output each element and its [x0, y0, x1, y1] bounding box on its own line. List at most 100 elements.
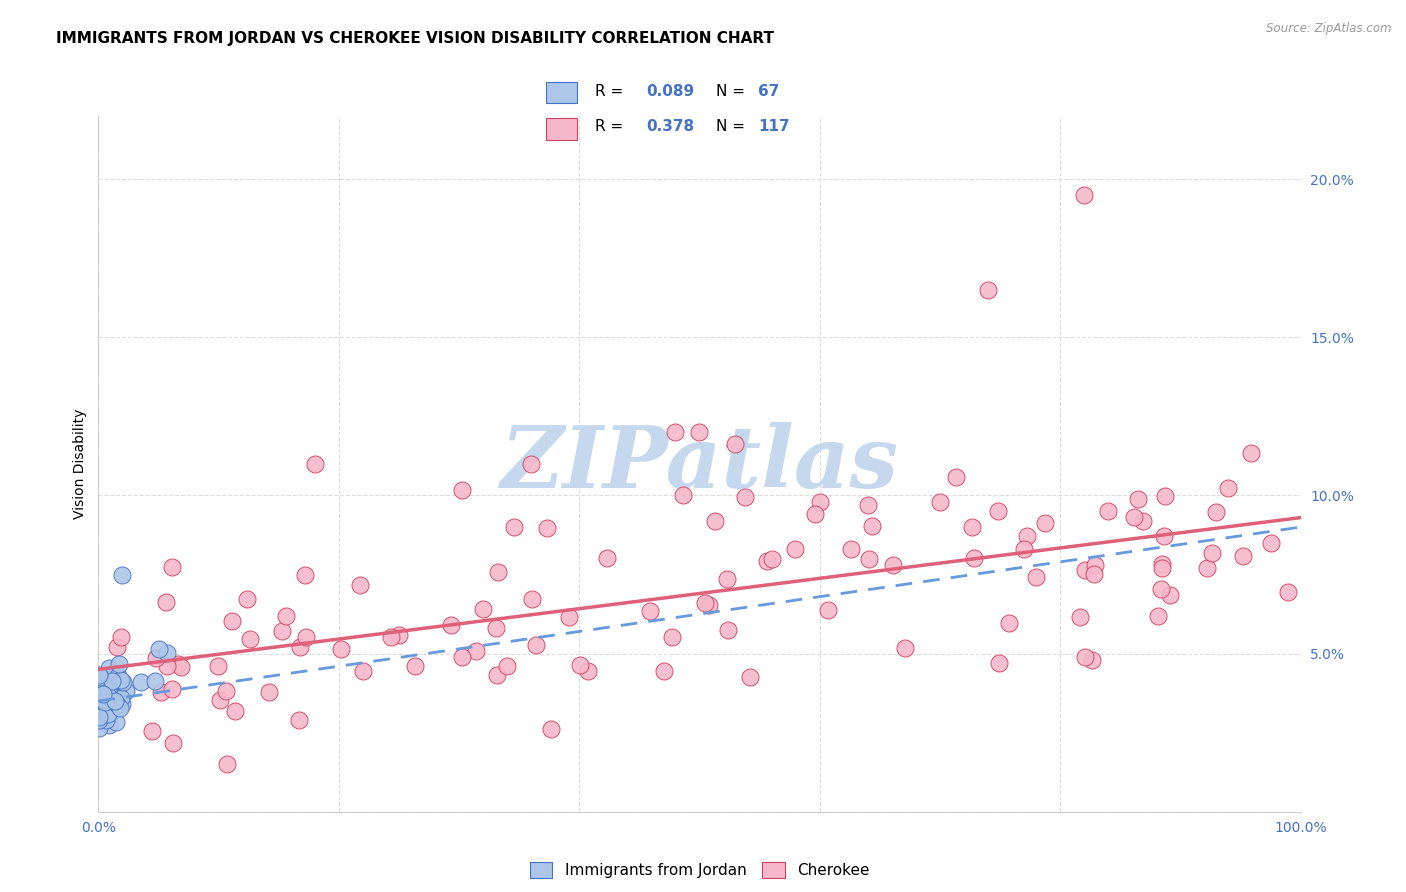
- Point: [214, 683, 236, 698]
- Point: [259, 684, 281, 698]
- Point: [486, 565, 509, 579]
- Point: [101, 688, 124, 702]
- Point: [638, 604, 661, 618]
- Point: [1240, 446, 1263, 460]
- Point: [110, 630, 132, 644]
- Point: [236, 591, 259, 606]
- Point: [148, 642, 170, 657]
- Point: [987, 656, 1010, 670]
- Point: [100, 705, 122, 719]
- Point: [1080, 653, 1102, 667]
- Point: [380, 630, 402, 644]
- Point: [1154, 489, 1177, 503]
- Point: [90, 714, 112, 728]
- Point: [1069, 610, 1091, 624]
- Point: [664, 425, 686, 440]
- Point: [856, 498, 879, 512]
- Point: [156, 658, 179, 673]
- Legend: Immigrants from Jordan, Cherokee: Immigrants from Jordan, Cherokee: [523, 856, 876, 884]
- Point: [91, 696, 114, 710]
- Point: [1083, 566, 1105, 581]
- Point: [294, 568, 316, 582]
- FancyBboxPatch shape: [547, 82, 576, 103]
- Point: [97, 682, 120, 697]
- Point: [89, 673, 111, 688]
- Point: [1132, 514, 1154, 528]
- Point: [596, 550, 619, 565]
- Point: [224, 704, 246, 718]
- Point: [1015, 529, 1038, 543]
- Point: [960, 520, 983, 534]
- Y-axis label: Vision Disability: Vision Disability: [73, 409, 87, 519]
- Point: [96, 676, 118, 690]
- Point: [1073, 649, 1095, 664]
- Point: [150, 685, 173, 699]
- Point: [672, 488, 695, 502]
- Point: [962, 551, 984, 566]
- Point: [129, 674, 152, 689]
- Point: [156, 646, 179, 660]
- Point: [783, 542, 806, 557]
- Point: [90, 683, 112, 698]
- Point: [1153, 529, 1175, 543]
- Text: 0.089: 0.089: [647, 85, 695, 99]
- FancyBboxPatch shape: [547, 119, 576, 140]
- Point: [104, 693, 127, 707]
- Point: [110, 697, 132, 711]
- Point: [388, 628, 411, 642]
- Point: [108, 657, 131, 671]
- Point: [450, 649, 472, 664]
- Point: [89, 685, 111, 699]
- Point: [87, 722, 110, 736]
- Point: [89, 670, 111, 684]
- Point: [90, 671, 112, 685]
- Point: [1073, 188, 1095, 202]
- Point: [97, 689, 120, 703]
- Text: 67: 67: [758, 85, 779, 99]
- Point: [1150, 582, 1173, 596]
- Point: [143, 674, 166, 689]
- Point: [155, 594, 177, 608]
- Point: [97, 718, 120, 732]
- Point: [451, 483, 474, 497]
- Point: [716, 572, 738, 586]
- Point: [105, 698, 128, 712]
- Point: [100, 705, 122, 719]
- Text: Source: ZipAtlas.com: Source: ZipAtlas.com: [1267, 22, 1392, 36]
- Point: [689, 425, 711, 440]
- Point: [524, 638, 547, 652]
- Text: N =: N =: [716, 120, 749, 134]
- Point: [162, 560, 184, 574]
- Point: [108, 701, 131, 715]
- Point: [1084, 558, 1107, 573]
- Point: [94, 696, 117, 710]
- Point: [1152, 561, 1174, 575]
- Point: [105, 714, 128, 729]
- Point: [928, 495, 950, 509]
- Point: [652, 664, 675, 678]
- Point: [987, 504, 1010, 518]
- Point: [98, 661, 121, 675]
- Point: [1123, 510, 1146, 524]
- Point: [91, 688, 114, 702]
- Point: [304, 457, 326, 471]
- Point: [94, 713, 117, 727]
- Point: [349, 578, 371, 592]
- Point: [1216, 481, 1239, 495]
- Point: [1025, 570, 1047, 584]
- Point: [207, 659, 229, 673]
- Point: [97, 681, 120, 695]
- Point: [860, 519, 883, 533]
- Point: [89, 709, 111, 723]
- Point: [804, 507, 827, 521]
- Point: [101, 673, 124, 688]
- Text: R =: R =: [595, 120, 628, 134]
- Point: [536, 521, 558, 535]
- Point: [465, 644, 488, 658]
- Point: [734, 491, 756, 505]
- Point: [353, 664, 375, 678]
- Point: [485, 621, 508, 635]
- Point: [1205, 505, 1227, 519]
- Point: [89, 692, 111, 706]
- Text: 0.378: 0.378: [647, 120, 695, 134]
